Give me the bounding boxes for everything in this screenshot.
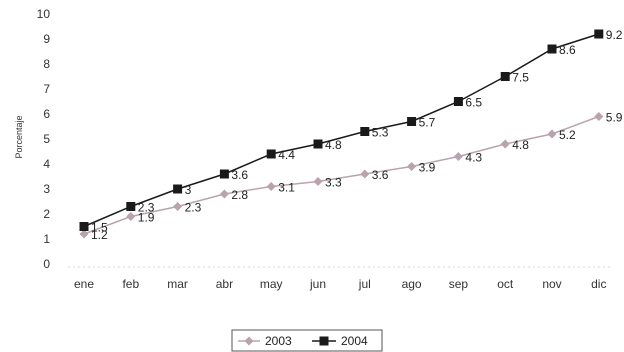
x-tick-label-nov: nov [542, 277, 561, 291]
data-point-2004 [126, 202, 136, 211]
data-point-2003 [547, 129, 557, 139]
data-point-2004 [173, 184, 183, 194]
data-label-2004: 5.3 [372, 126, 389, 140]
data-label-2004: 6.5 [465, 96, 482, 110]
y-tick-label: 5 [43, 132, 50, 146]
y-tick-label: 3 [43, 182, 50, 196]
data-point-2004 [453, 97, 463, 106]
data-label-2003: 2.3 [185, 201, 202, 215]
legend-label-2003: 2003 [265, 334, 292, 348]
data-point-2003 [407, 162, 417, 171]
data-point-2004 [219, 169, 229, 179]
data-point-2004 [500, 72, 510, 81]
x-tick-label-jul: jul [358, 277, 371, 291]
data-point-2003 [313, 177, 323, 186]
data-label-2004: 8.6 [559, 43, 576, 57]
x-tick-label-ago: ago [402, 277, 422, 291]
x-tick-label-may: may [260, 277, 283, 291]
legend-marker-2003 [244, 336, 254, 346]
data-label-2003: 5.9 [606, 111, 623, 125]
data-point-2004 [547, 44, 557, 54]
x-tick-label-abr: abr [216, 277, 233, 291]
x-tick-label-sep: sep [449, 277, 469, 291]
data-label-2003: 3.6 [372, 168, 389, 182]
data-label-2003: 3.3 [325, 176, 342, 190]
data-label-2004: 3.6 [231, 168, 248, 182]
data-label-2004: 7.5 [512, 71, 529, 85]
x-tick-label-feb: feb [122, 277, 139, 291]
data-label-2003: 1.2 [91, 228, 108, 242]
y-tick-label: 4 [43, 157, 50, 171]
y-tick-label: 8 [43, 57, 50, 71]
y-tick-label: 7 [43, 82, 50, 96]
y-tick-label: 0 [43, 257, 50, 271]
y-tick-label: 6 [43, 107, 50, 121]
legend: 2003 2004 [231, 329, 383, 352]
y-axis-label: Porcentaje [14, 115, 24, 158]
series-2004 [79, 29, 604, 231]
data-point-2003 [360, 169, 370, 179]
legend-marker-2004 [319, 336, 329, 346]
data-label-2003: 3.1 [278, 181, 295, 195]
legend-box [231, 329, 383, 352]
data-label-2004: 9.2 [606, 28, 623, 42]
x-tick-label-oct: oct [497, 277, 514, 291]
data-point-2003 [266, 182, 276, 191]
series-line-2004 [83, 33, 600, 228]
data-label-2004: 4.4 [278, 148, 295, 162]
data-label-2004: 1.5 [91, 221, 108, 235]
data-label-2004: 5.7 [419, 116, 436, 130]
y-tick-label: 2 [43, 207, 50, 221]
data-label-2004: 2.3 [138, 201, 155, 215]
data-label-2003: 3.9 [419, 161, 436, 175]
y-tick-label: 9 [43, 32, 50, 46]
data-point-2003 [219, 189, 229, 199]
x-tick-label-mar: mar [167, 277, 188, 291]
data-label-2003: 4.8 [512, 138, 529, 152]
data-point-2004 [266, 149, 276, 159]
data-label-2003: 4.3 [465, 151, 482, 165]
data-point-2004 [79, 222, 89, 231]
data-point-2003 [594, 112, 604, 121]
series-2003 [79, 112, 604, 239]
data-label-2003: 1.9 [138, 211, 155, 225]
data-label-2003: 5.2 [559, 128, 576, 142]
data-point-2003 [126, 212, 136, 221]
y-tick-label: 10 [37, 7, 51, 21]
data-point-2004 [313, 139, 323, 149]
data-point-2003 [79, 229, 89, 239]
x-tick-label-dic: dic [591, 277, 606, 291]
series-line-2003 [83, 115, 600, 235]
data-point-2003 [173, 202, 183, 211]
data-point-2004 [407, 117, 417, 126]
legend-label-2004: 2004 [341, 334, 368, 348]
data-label-2003: 2.8 [231, 188, 248, 202]
data-point-2003 [453, 152, 463, 161]
data-label-2004: 4.8 [325, 138, 342, 152]
data-point-2004 [360, 127, 370, 136]
y-tick-label: 1 [43, 232, 50, 246]
data-point-2004 [594, 29, 604, 39]
x-tick-label-jun: jun [309, 277, 326, 291]
data-point-2003 [500, 139, 510, 149]
x-tick-label-ene: ene [74, 277, 94, 291]
data-label-2004: 3 [185, 183, 192, 197]
